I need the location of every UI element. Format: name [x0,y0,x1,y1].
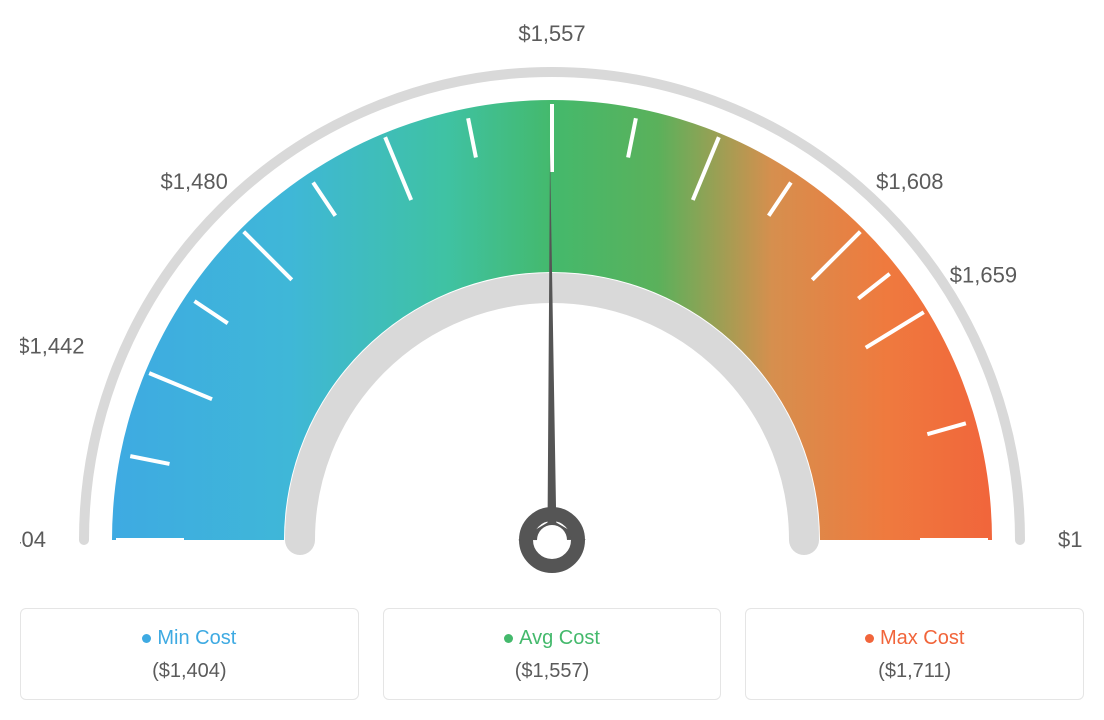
legend-value-min: ($1,404) [31,660,348,683]
legend-title-avg-text: Avg Cost [519,627,600,649]
legend-value-avg: ($1,557) [394,660,711,683]
legend-card-avg: Avg Cost ($1,557) [383,608,722,700]
tick-label: $1,608 [876,169,943,194]
tick-label: $1,557 [518,21,585,46]
legend-dot-max [865,634,874,643]
legend-dot-avg [504,634,513,643]
tick-label: $1,659 [950,263,1017,288]
gauge-svg: $1,404 $1,442 $1,480 $1,557 $1,608 $1,659 $1,7… [20,20,1084,580]
tick-label: $1,404 [20,527,46,552]
legend-title-min-text: Min Cost [157,627,236,649]
legend-value-max: ($1,711) [756,660,1073,683]
legend-card-min: Min Cost ($1,404) [20,608,359,700]
legend-title-min: Min Cost [31,627,348,650]
legend-title-max: Max Cost [756,627,1073,650]
legend-card-max: Max Cost ($1,711) [745,608,1084,700]
tick-label: $1,442 [20,333,85,358]
legend-row: Min Cost ($1,404) Avg Cost ($1,557) Max … [20,608,1084,700]
tick-label: $1,480 [161,169,228,194]
legend-title-avg: Avg Cost [394,627,711,650]
tick-label: $1,711 [1058,527,1084,552]
legend-dot-min [142,634,151,643]
legend-title-max-text: Max Cost [880,627,964,649]
cost-gauge-chart: $1,404 $1,442 $1,480 $1,557 $1,608 $1,659 $1,7… [20,20,1084,700]
needle-hub-inner [537,525,567,555]
